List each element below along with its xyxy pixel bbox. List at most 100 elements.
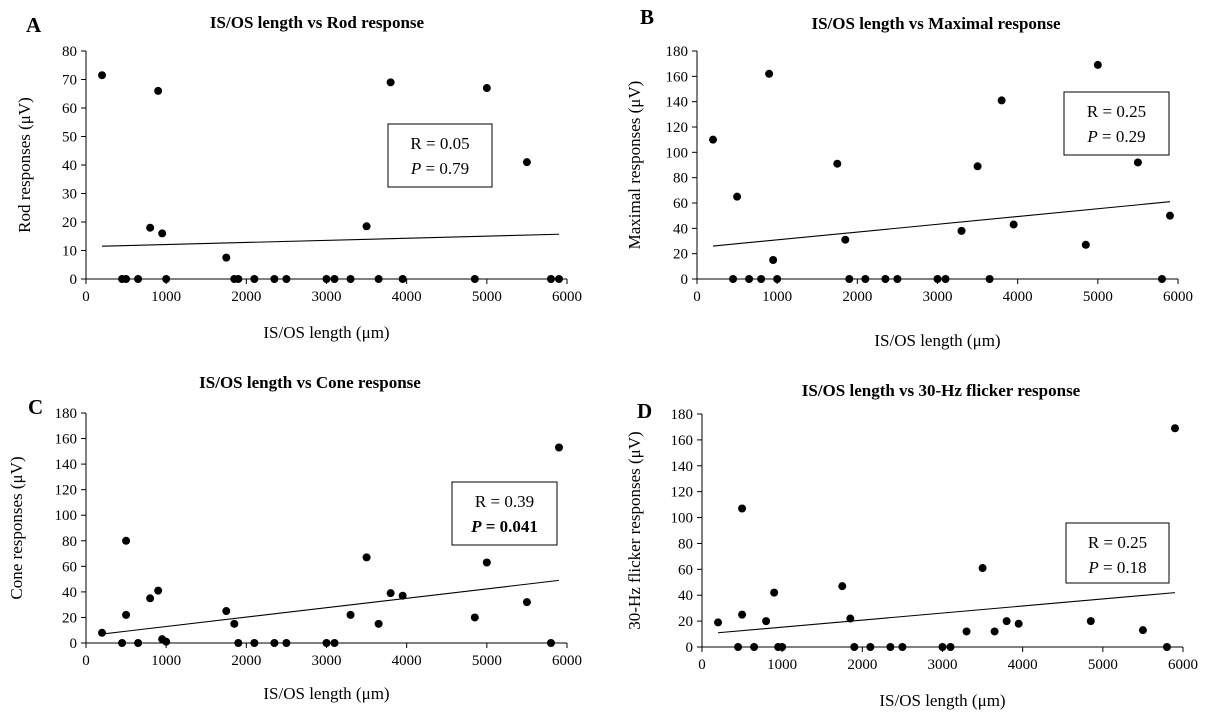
panel-a: A IS/OS length vs Rod response 0 10 20 30 40 50… — [15, 13, 582, 342]
y-tick-label: 30 — [62, 187, 77, 203]
data-point — [1165, 211, 1174, 220]
stats-box — [387, 123, 493, 188]
y-tick-label: 0 — [686, 640, 694, 656]
x-tick-label: 0 — [693, 289, 701, 305]
data-point — [1002, 617, 1011, 626]
y-axis-label: Cone responses (μV) — [7, 456, 26, 599]
x-tick-label: 3000 — [312, 653, 342, 669]
panel-d: D IS/OS length vs 30-Hz flicker response 0… — [625, 381, 1198, 710]
data-point — [374, 619, 383, 628]
data-point — [941, 275, 950, 283]
y-tick-label: 20 — [678, 614, 693, 630]
p-number: = 0.79 — [421, 159, 469, 178]
y-tick-label: 40 — [62, 158, 77, 174]
data-point — [1157, 275, 1166, 283]
data-point — [270, 639, 279, 647]
x-tick-label: 0 — [698, 657, 706, 673]
data-point — [546, 275, 555, 283]
y-tick-label: 100 — [671, 511, 694, 527]
data-point — [482, 558, 491, 567]
p-value: P = 0.18 — [1087, 558, 1146, 577]
y-tick-label: 20 — [62, 215, 77, 231]
data-point — [162, 275, 171, 283]
data-point — [146, 223, 155, 232]
data-point — [330, 275, 339, 283]
data-point — [346, 610, 355, 619]
data-point — [886, 643, 895, 651]
data-point — [738, 610, 747, 619]
r-value: R = 0.25 — [1088, 533, 1147, 552]
data-point — [866, 643, 875, 651]
data-point — [158, 229, 167, 238]
data-point — [750, 643, 759, 651]
y-tick-label: 80 — [673, 171, 688, 187]
data-point — [962, 627, 971, 636]
data-point — [997, 96, 1006, 105]
data-point — [1093, 60, 1102, 69]
data-point — [773, 275, 782, 283]
data-point — [346, 275, 355, 283]
p-number: = 0.29 — [1098, 127, 1146, 146]
y-tick-label: 40 — [678, 588, 693, 604]
data-point — [838, 582, 847, 591]
y-tick-label: 140 — [666, 95, 689, 111]
data-point — [234, 639, 243, 647]
r-value: R = 0.05 — [410, 134, 469, 153]
x-tick-label: 6000 — [1168, 657, 1198, 673]
y-axis-label: Rod responses (μV) — [15, 97, 34, 233]
data-point — [470, 275, 479, 283]
y-tick-label: 160 — [55, 432, 78, 448]
data-point — [134, 275, 143, 283]
panel-letter: A — [26, 13, 42, 37]
chart-title: IS/OS length vs 30-Hz flicker response — [802, 381, 1081, 400]
x-tick-label: 5000 — [472, 653, 502, 669]
chart-title-prefix: IS/OS length vs — [199, 373, 316, 392]
data-point — [709, 135, 718, 144]
x-axis-label: IS/OS length (μm) — [263, 323, 389, 342]
y-tick-label: 50 — [62, 130, 77, 146]
y-tick-label: 140 — [55, 457, 78, 473]
data-point — [330, 639, 339, 647]
regression-line — [102, 233, 559, 247]
data-point — [845, 275, 854, 283]
x-tick-label: 1000 — [762, 289, 792, 305]
data-point — [990, 627, 999, 636]
data-point — [861, 275, 870, 283]
data-point — [770, 588, 779, 597]
x-axis-label: IS/OS length (μm) — [874, 331, 1000, 350]
y-tick-label: 40 — [62, 585, 77, 601]
x-tick-label: 2000 — [842, 289, 872, 305]
y-tick-label: 100 — [55, 508, 78, 524]
y-tick-label: 60 — [673, 196, 688, 212]
x-tick-label: 4000 — [392, 653, 422, 669]
p-number: = 0.041 — [481, 517, 537, 536]
x-tick-label: 4000 — [1008, 657, 1038, 673]
data-point — [734, 643, 743, 651]
x-tick-label: 3000 — [923, 289, 953, 305]
data-point — [1133, 158, 1142, 167]
data-point — [933, 275, 942, 283]
data-point — [893, 275, 902, 283]
data-point — [282, 639, 291, 647]
panel-letter: D — [637, 399, 652, 423]
y-tick-label: 20 — [62, 610, 77, 626]
x-tick-label: 3000 — [928, 657, 958, 673]
data-point — [1162, 643, 1171, 651]
data-point — [946, 643, 955, 651]
r-value: R = 0.39 — [475, 492, 534, 511]
r-value: R = 0.25 — [1087, 102, 1146, 121]
chart-title-main: 30-Hz flicker response — [918, 381, 1080, 400]
panel-letter: B — [640, 5, 654, 29]
data-point — [762, 617, 771, 626]
data-point — [154, 86, 163, 95]
y-tick-label: 160 — [666, 69, 689, 85]
y-tick-label: 10 — [62, 244, 77, 260]
data-point — [122, 275, 131, 283]
x-axis-label: IS/OS length (μm) — [263, 684, 389, 703]
chart-title: IS/OS length vs Cone response — [199, 373, 421, 392]
x-tick-label: 2000 — [847, 657, 877, 673]
p-value: P = 0.041 — [470, 517, 538, 536]
data-point — [1081, 240, 1090, 249]
x-tick-label: 6000 — [552, 289, 582, 305]
x-tick-label: 1000 — [151, 289, 181, 305]
